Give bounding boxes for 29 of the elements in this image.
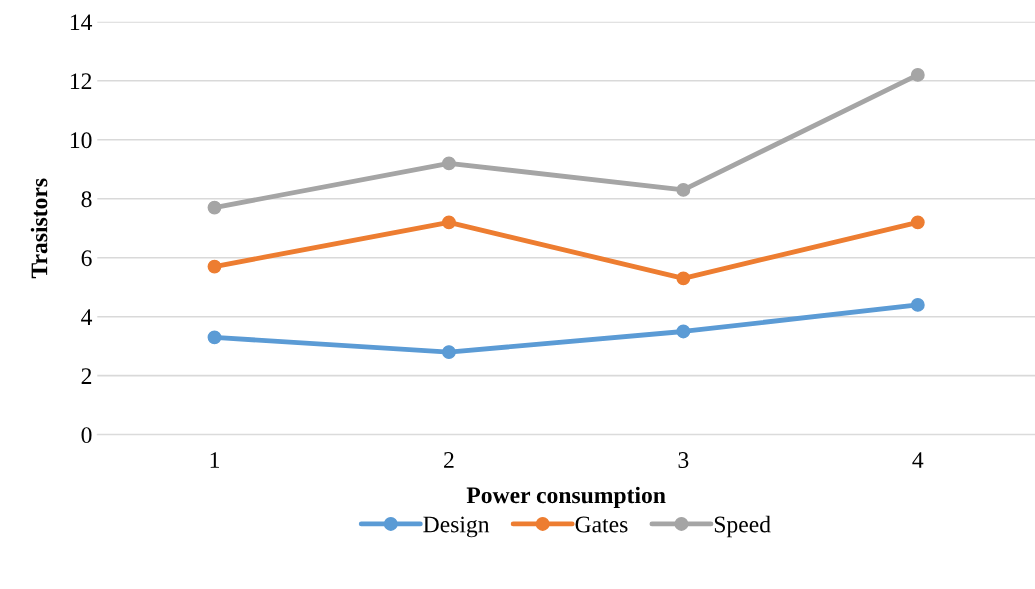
legend-label: Gates xyxy=(575,516,628,533)
point xyxy=(207,200,222,215)
point xyxy=(910,297,925,312)
legend-label: Speed xyxy=(714,515,771,538)
point xyxy=(910,67,925,82)
point xyxy=(207,259,222,274)
point xyxy=(910,215,925,230)
y-tick-label: 0 xyxy=(81,427,92,444)
y-tick-label: 2 xyxy=(81,368,92,384)
x-tick-label: 4 xyxy=(912,452,924,468)
legend-label: Design xyxy=(423,516,490,538)
y-tick-label: 12 xyxy=(70,73,92,89)
x-tick-label: 1 xyxy=(210,452,219,468)
y-axis-title: Trasistors xyxy=(30,178,48,279)
point xyxy=(676,182,691,197)
x-tick-label: 3 xyxy=(678,452,689,468)
y-tick-label: 8 xyxy=(81,191,92,208)
point xyxy=(441,345,456,360)
x-axis-title: Power consumption xyxy=(466,486,666,509)
y-tick-label: 4 xyxy=(81,309,93,325)
point xyxy=(441,156,456,171)
point xyxy=(441,215,456,230)
y-tick-label: 6 xyxy=(81,250,92,267)
point xyxy=(676,271,691,286)
x-tick-label: 2 xyxy=(444,452,454,468)
y-tick-label: 10 xyxy=(70,132,92,149)
point xyxy=(676,324,691,339)
y-tick-label: 14 xyxy=(70,14,93,30)
point xyxy=(207,330,222,345)
